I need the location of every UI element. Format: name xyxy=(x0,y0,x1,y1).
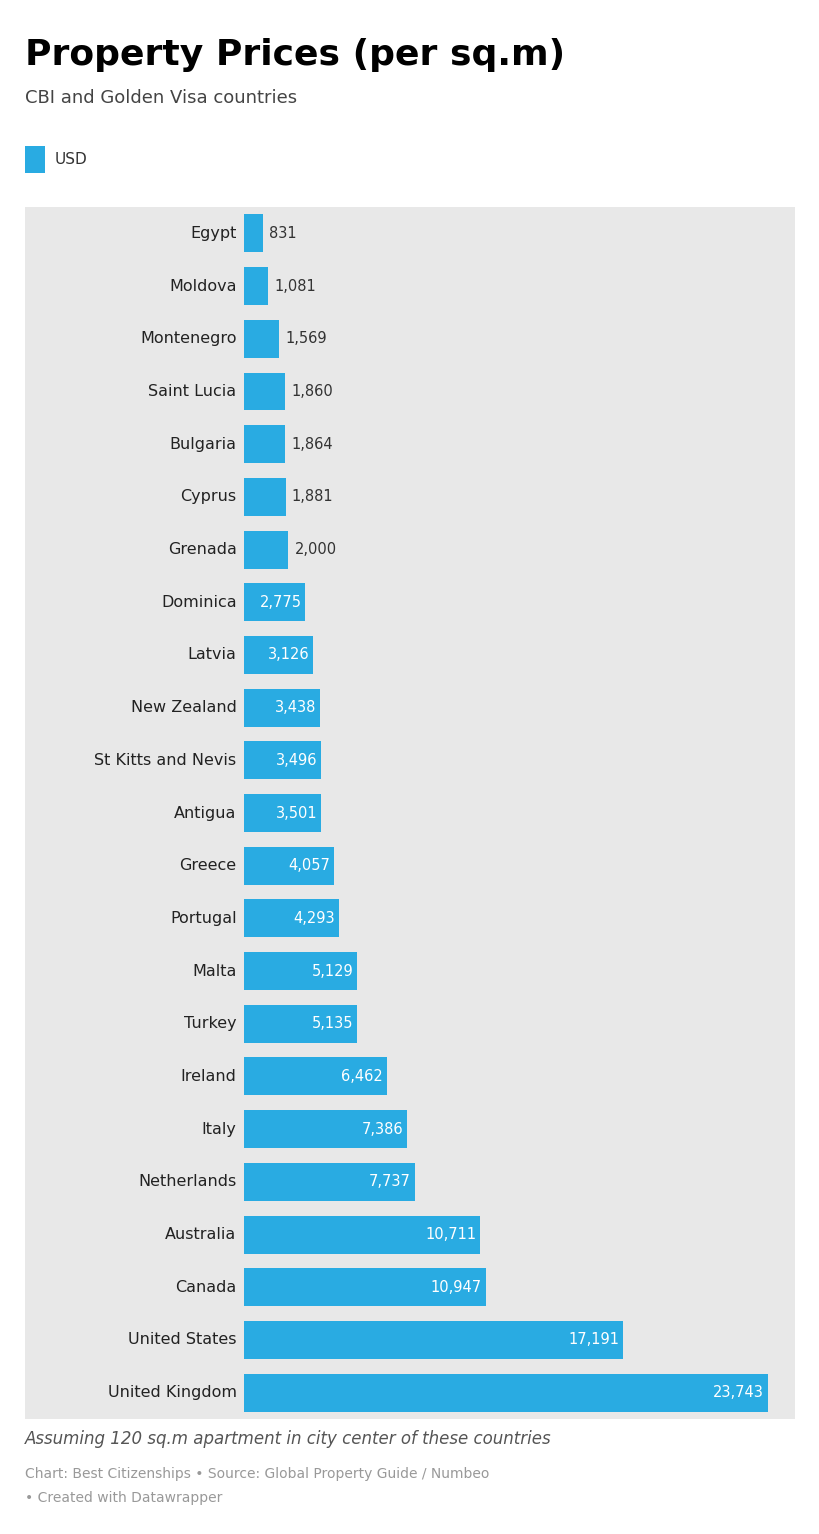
Text: Turkey: Turkey xyxy=(183,1017,236,1031)
Bar xyxy=(25,259,794,313)
Text: Dominica: Dominica xyxy=(161,595,236,609)
Text: United Kingdom: United Kingdom xyxy=(107,1385,236,1401)
Text: Grenada: Grenada xyxy=(168,542,236,557)
Text: Chart: Best Citizenships • Source: Global Property Guide / Numbeo: Chart: Best Citizenships • Source: Globa… xyxy=(25,1467,488,1480)
Bar xyxy=(25,1209,794,1261)
Text: 23,743: 23,743 xyxy=(712,1385,763,1401)
Bar xyxy=(25,365,794,417)
Text: CBI and Golden Visa countries: CBI and Golden Visa countries xyxy=(25,89,296,107)
Bar xyxy=(25,997,794,1051)
Bar xyxy=(25,1103,794,1155)
Text: 4,057: 4,057 xyxy=(287,858,329,873)
Bar xyxy=(25,839,794,893)
Text: 1,081: 1,081 xyxy=(274,279,315,293)
Text: 831: 831 xyxy=(269,225,296,241)
Bar xyxy=(244,847,333,885)
Bar xyxy=(244,531,288,569)
Text: 1,864: 1,864 xyxy=(292,437,333,451)
Text: Cyprus: Cyprus xyxy=(180,489,236,505)
Bar xyxy=(244,1269,485,1305)
Bar xyxy=(244,953,357,989)
Text: USD: USD xyxy=(55,152,88,167)
Bar xyxy=(244,899,338,937)
Bar xyxy=(25,575,794,629)
Text: 1,860: 1,860 xyxy=(291,384,333,399)
Text: 5,135: 5,135 xyxy=(312,1017,353,1031)
Bar xyxy=(25,787,794,839)
Text: 17,191: 17,191 xyxy=(568,1333,618,1347)
Bar xyxy=(244,267,268,305)
Bar xyxy=(244,425,285,463)
Bar xyxy=(244,1215,480,1253)
Bar xyxy=(25,1367,794,1419)
Text: 1,881: 1,881 xyxy=(292,489,333,505)
Bar xyxy=(25,681,794,733)
Bar xyxy=(25,207,794,259)
Text: 3,126: 3,126 xyxy=(267,647,309,663)
Text: 7,737: 7,737 xyxy=(369,1175,410,1189)
Text: 7,386: 7,386 xyxy=(361,1121,403,1137)
Text: Montenegro: Montenegro xyxy=(140,331,236,347)
Text: Greece: Greece xyxy=(179,858,236,873)
Text: Bulgaria: Bulgaria xyxy=(170,437,236,451)
Bar xyxy=(25,523,794,575)
Bar xyxy=(25,1051,794,1103)
Text: Italy: Italy xyxy=(201,1121,236,1137)
Bar xyxy=(25,945,794,997)
Text: Canada: Canada xyxy=(175,1279,236,1295)
Text: United States: United States xyxy=(128,1333,236,1347)
Bar xyxy=(25,417,794,471)
Text: Saint Lucia: Saint Lucia xyxy=(148,384,236,399)
Bar xyxy=(244,689,319,727)
Bar xyxy=(244,479,285,515)
Text: St Kitts and Nevis: St Kitts and Nevis xyxy=(94,753,236,769)
Text: Latvia: Latvia xyxy=(188,647,236,663)
Text: Assuming 120 sq.m apartment in city center of these countries: Assuming 120 sq.m apartment in city cent… xyxy=(25,1430,550,1448)
Bar xyxy=(244,1057,387,1095)
Bar xyxy=(244,373,285,411)
Bar xyxy=(25,1313,794,1367)
Bar xyxy=(25,471,794,523)
Bar xyxy=(244,215,262,253)
Bar xyxy=(244,583,305,621)
Bar xyxy=(25,629,794,681)
Text: 3,496: 3,496 xyxy=(276,753,317,769)
Text: Egypt: Egypt xyxy=(190,225,236,241)
Bar xyxy=(25,733,794,787)
Bar xyxy=(244,741,321,779)
Bar xyxy=(244,1111,406,1147)
Text: 3,501: 3,501 xyxy=(276,805,317,821)
Bar xyxy=(244,1321,622,1359)
Text: 2,775: 2,775 xyxy=(260,595,301,609)
Bar xyxy=(244,795,321,831)
Text: 3,438: 3,438 xyxy=(274,700,316,715)
Bar xyxy=(25,1155,794,1209)
Bar xyxy=(25,1261,794,1313)
Text: 10,711: 10,711 xyxy=(425,1227,476,1243)
Text: Australia: Australia xyxy=(165,1227,236,1243)
Text: 5,129: 5,129 xyxy=(311,963,353,979)
Bar xyxy=(244,1005,357,1043)
Text: Ireland: Ireland xyxy=(180,1069,236,1085)
Text: New Zealand: New Zealand xyxy=(130,700,236,715)
Bar xyxy=(244,1373,767,1411)
Text: 4,293: 4,293 xyxy=(293,911,335,927)
Bar xyxy=(244,321,278,357)
Text: 10,947: 10,947 xyxy=(430,1279,481,1295)
Text: Moldova: Moldova xyxy=(169,279,236,293)
Text: Portugal: Portugal xyxy=(170,911,236,927)
Bar xyxy=(244,637,313,673)
Bar xyxy=(25,313,794,365)
Text: • Created with Datawrapper: • Created with Datawrapper xyxy=(25,1491,222,1505)
Text: Antigua: Antigua xyxy=(174,805,236,821)
Text: 1,569: 1,569 xyxy=(285,331,326,347)
Bar xyxy=(244,1163,414,1201)
Bar xyxy=(25,893,794,945)
Text: Malta: Malta xyxy=(192,963,236,979)
Text: Property Prices (per sq.m): Property Prices (per sq.m) xyxy=(25,38,564,72)
Text: 2,000: 2,000 xyxy=(294,542,337,557)
Text: Netherlands: Netherlands xyxy=(138,1175,236,1189)
Text: 6,462: 6,462 xyxy=(341,1069,382,1085)
